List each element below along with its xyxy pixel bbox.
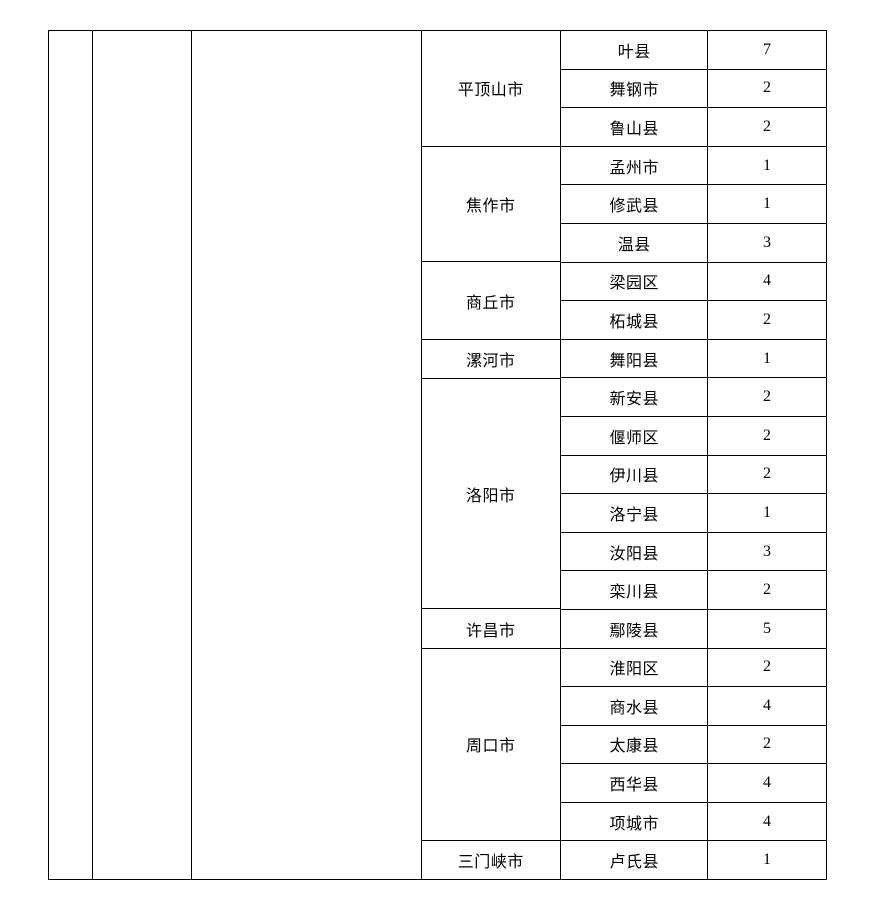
- value-cell: 1: [708, 494, 826, 533]
- city-cell: 焦作市: [422, 147, 560, 263]
- county-cell: 修武县: [561, 185, 707, 224]
- county-cell: 西华县: [561, 764, 707, 803]
- value-cell: 4: [708, 687, 826, 726]
- city-cell: 洛阳市: [422, 379, 560, 609]
- value-cell: 2: [708, 726, 826, 765]
- county-cell: 梁园区: [561, 263, 707, 302]
- city-cell: 平顶山市: [422, 31, 560, 147]
- county-cell: 项城市: [561, 803, 707, 842]
- value-cell: 2: [708, 70, 826, 109]
- value-cell: 1: [708, 340, 826, 379]
- value-cell: 2: [708, 456, 826, 495]
- value-cell: 3: [708, 224, 826, 263]
- table-col-1: [48, 30, 92, 880]
- value-cell: 4: [708, 263, 826, 302]
- county-cell: 舞阳县: [561, 340, 707, 379]
- county-cell: 栾川县: [561, 571, 707, 610]
- county-cell: 洛宁县: [561, 494, 707, 533]
- value-cell: 2: [708, 649, 826, 688]
- county-cell: 鄢陵县: [561, 610, 707, 649]
- city-cell: 漯河市: [422, 340, 560, 379]
- table-col-city: 平顶山市焦作市商丘市漯河市洛阳市许昌市周口市三门峡市: [421, 30, 560, 880]
- value-cell: 4: [708, 764, 826, 803]
- county-cell: 新安县: [561, 378, 707, 417]
- county-cell: 孟州市: [561, 147, 707, 186]
- value-cell: 1: [708, 147, 826, 186]
- city-cell: 商丘市: [422, 262, 560, 339]
- table-col-2: [92, 30, 192, 880]
- county-cell: 太康县: [561, 726, 707, 765]
- value-cell: 7: [708, 31, 826, 70]
- value-cell: 2: [708, 301, 826, 340]
- county-cell: 淮阳区: [561, 649, 707, 688]
- county-cell: 伊川县: [561, 456, 707, 495]
- city-cell: 周口市: [422, 649, 560, 841]
- county-cell: 温县: [561, 224, 707, 263]
- table-col-county: 叶县舞钢市鲁山县孟州市修武县温县梁园区柘城县舞阳县新安县偃师区伊川县洛宁县汝阳县…: [560, 30, 707, 880]
- city-cell: 许昌市: [422, 609, 560, 648]
- value-cell: 1: [708, 185, 826, 224]
- county-cell: 汝阳县: [561, 533, 707, 572]
- value-cell: 4: [708, 803, 826, 842]
- value-cell: 2: [708, 571, 826, 610]
- county-cell: 鲁山县: [561, 108, 707, 147]
- county-cell: 舞钢市: [561, 70, 707, 109]
- value-cell: 2: [708, 417, 826, 456]
- county-cell: 柘城县: [561, 301, 707, 340]
- value-cell: 2: [708, 378, 826, 417]
- county-cell: 商水县: [561, 687, 707, 726]
- value-cell: 3: [708, 533, 826, 572]
- county-cell: 叶县: [561, 31, 707, 70]
- table-col-3: [191, 30, 420, 880]
- city-cell: 三门峡市: [422, 841, 560, 879]
- value-cell: 2: [708, 108, 826, 147]
- value-cell: 5: [708, 610, 826, 649]
- table-col-value: 7221134212221325242441: [707, 30, 827, 880]
- county-cell: 偃师区: [561, 417, 707, 456]
- data-table: 平顶山市焦作市商丘市漯河市洛阳市许昌市周口市三门峡市 叶县舞钢市鲁山县孟州市修武…: [48, 30, 827, 880]
- county-cell: 卢氏县: [561, 841, 707, 879]
- value-cell: 1: [708, 841, 826, 879]
